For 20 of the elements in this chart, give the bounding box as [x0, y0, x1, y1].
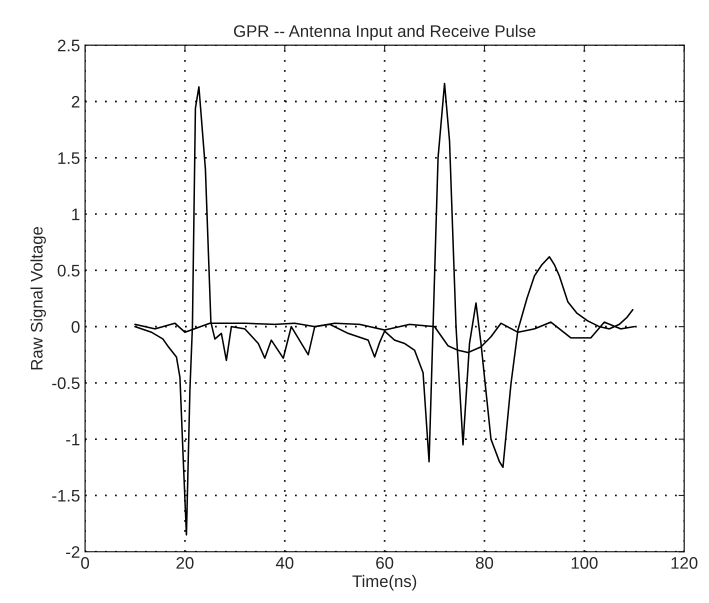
x-tick-label: 40 — [276, 557, 294, 569]
y-tick-label: 1.5 — [58, 152, 80, 164]
y-tick-label: 0 — [72, 321, 80, 333]
x-tick-label: 60 — [376, 557, 394, 569]
y-tick-label: 2.5 — [58, 40, 80, 52]
x-tick-label: 20 — [176, 557, 194, 569]
x-axis-title: Time(ns) — [352, 574, 416, 590]
x-tick-label: 120 — [672, 557, 698, 569]
x-tick-label: 100 — [572, 557, 598, 569]
x-tick-label: 80 — [476, 557, 494, 569]
y-tick-label: -1 — [66, 434, 80, 446]
y-tick-label: 1 — [72, 208, 80, 220]
y-tick-label: 2 — [72, 96, 80, 108]
y-tick-label: 0.5 — [58, 264, 80, 277]
chart-title: GPR -- Antenna Input and Receive Pulse — [234, 24, 536, 40]
y-tick-label: -1.5 — [52, 490, 80, 502]
y-tick-label: -2 — [66, 546, 80, 558]
x-tick-label: 0 — [81, 557, 90, 569]
y-axis-title: Raw Signal Voltage — [30, 226, 46, 370]
y-tick-label: -0.5 — [52, 377, 80, 390]
